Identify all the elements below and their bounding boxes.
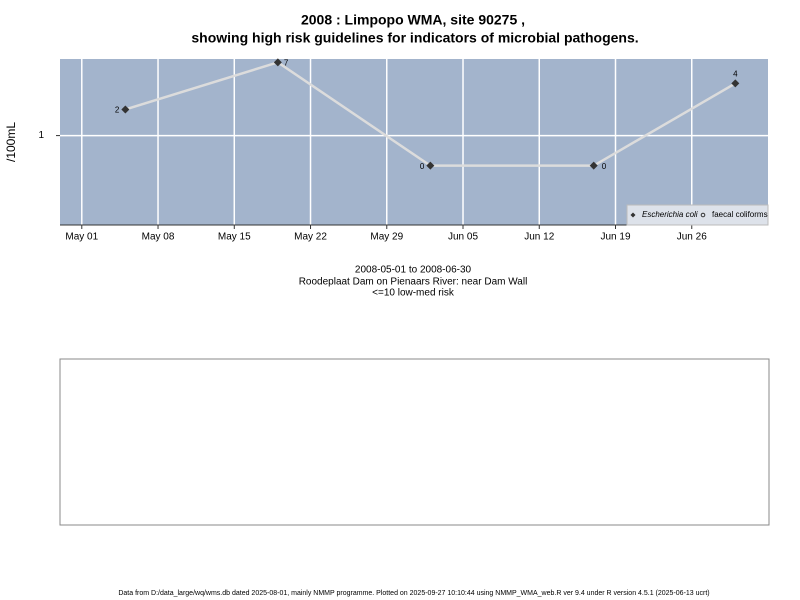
data-label: 0 xyxy=(420,162,425,171)
chart-subtitle: showing high risk guidelines for indicat… xyxy=(191,30,638,46)
legend-marker xyxy=(700,212,706,218)
note: <=10 low-med risk xyxy=(372,288,455,299)
legend-label: Escherichia coli xyxy=(642,210,698,219)
legend-marker xyxy=(630,212,636,218)
point xyxy=(121,105,130,114)
point xyxy=(589,161,598,170)
x-tick-label: Jun 12 xyxy=(524,232,554,243)
y-axis-label: /100mL xyxy=(4,122,18,162)
y-tick-label: 1 xyxy=(38,130,44,141)
point xyxy=(731,79,740,88)
x-tick-label: May 15 xyxy=(218,232,251,243)
x-tick-label: Jun 19 xyxy=(600,232,630,243)
point xyxy=(273,58,282,67)
data-label: 2 xyxy=(115,106,120,115)
x-tick-label: Jun 26 xyxy=(677,232,707,243)
note: 2008-05-01 to 2008-06-30 xyxy=(355,265,472,276)
empty-panel xyxy=(59,358,770,526)
x-tick-label: May 29 xyxy=(370,232,403,243)
x-tick-label: May 22 xyxy=(294,232,327,243)
legend-box xyxy=(626,204,769,226)
chart-title: 2008 : Limpopo WMA, site 90275 , xyxy=(301,12,525,28)
x-tick-label: May 01 xyxy=(65,232,98,243)
legend-label: faecal coliforms xyxy=(712,210,768,219)
plot-area xyxy=(60,59,768,225)
x-tick-label: Jun 05 xyxy=(448,232,478,243)
data-label: 4 xyxy=(733,70,738,79)
note: Roodeplaat Dam on Pienaars River: near D… xyxy=(299,277,528,288)
data-label: 7 xyxy=(284,58,289,67)
x-tick-label: May 08 xyxy=(142,232,175,243)
point xyxy=(426,161,435,170)
footer: Data from D:/data_large/wq/wms.db dated … xyxy=(118,590,709,597)
data-label: 0 xyxy=(602,162,607,171)
